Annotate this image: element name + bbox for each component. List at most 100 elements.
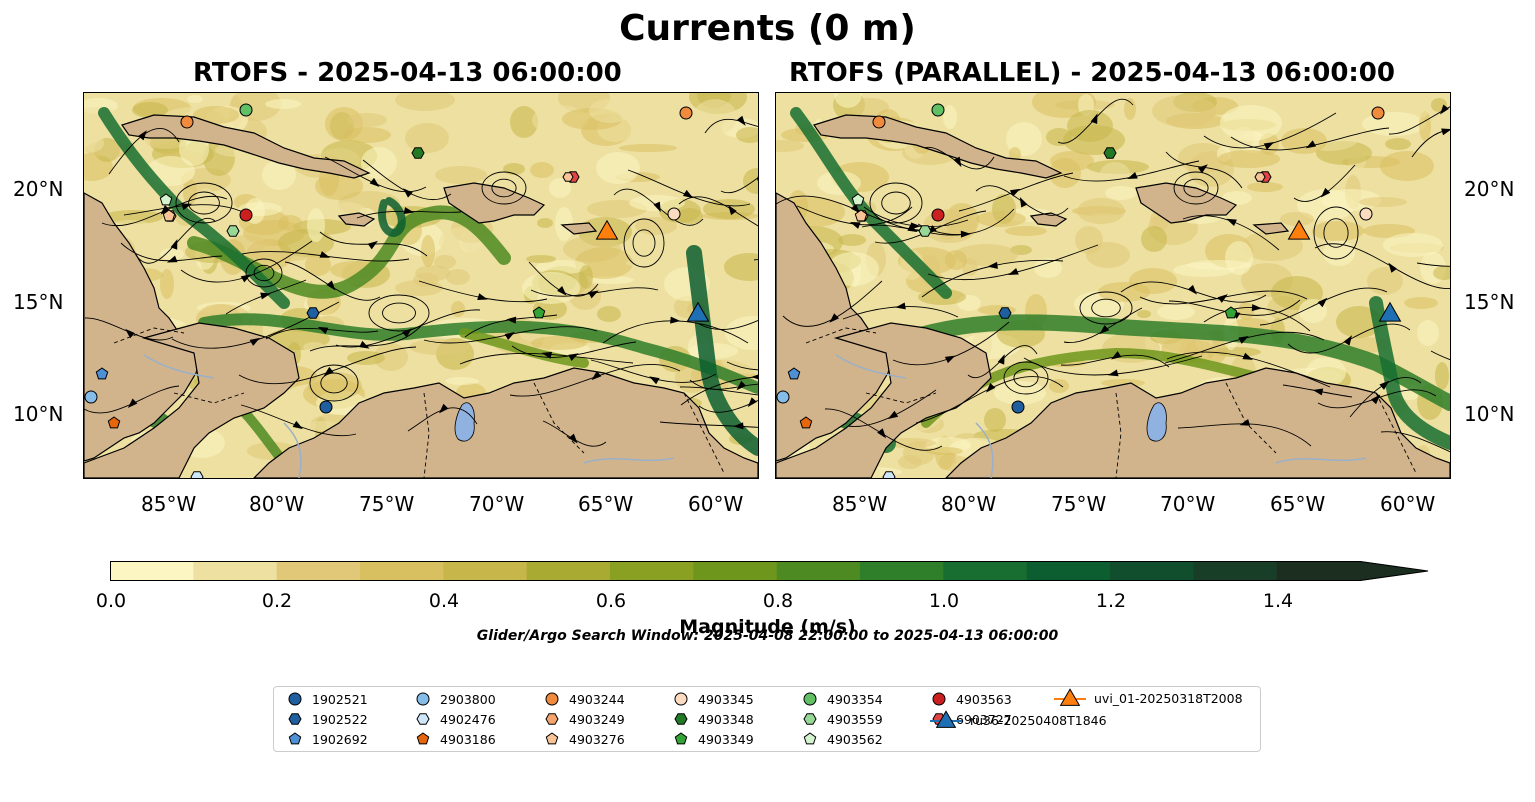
colorbar-segment	[110, 561, 194, 581]
legend-label: 4903244	[569, 691, 625, 707]
colorbar-segment	[1026, 561, 1111, 581]
lake-maracaibo	[1146, 402, 1167, 442]
land	[84, 114, 758, 478]
legend-pentagon-icon	[674, 732, 688, 745]
colorbar-segment	[526, 561, 611, 581]
legend-circle-icon	[545, 692, 559, 706]
legend-label: 4903276	[569, 731, 625, 747]
rivers	[143, 354, 675, 478]
rivers	[835, 354, 1367, 478]
colorbar-segment	[1193, 561, 1278, 581]
marker-uvi_01-20250318T2008	[1287, 219, 1311, 240]
marker-4903354	[239, 103, 253, 117]
legend-item-4903559: 4903559	[799, 711, 883, 727]
colorbar-tick-6: 1.2	[1095, 590, 1127, 612]
colorbar-tick-5: 1.0	[928, 590, 960, 612]
marker-4903349	[532, 306, 546, 319]
colorbar-segment	[443, 561, 528, 581]
marker-4903345	[1359, 207, 1373, 221]
legend-pentagon-icon	[803, 732, 817, 745]
marker-4903559	[226, 225, 240, 237]
circle-icon	[545, 692, 559, 706]
marker-uvi_01-20250318T2008	[595, 219, 619, 240]
observation-markers	[84, 103, 710, 478]
left-lon-tick-70w: 70°W	[469, 492, 525, 516]
marker-4903244	[872, 115, 886, 129]
legend-item-4903186: 4903186	[412, 731, 496, 747]
legend-label: 4903559	[827, 711, 883, 727]
legend-label: 2903800	[440, 691, 496, 707]
strong-current-band	[686, 245, 758, 456]
legend-item-4903345: 4903345	[670, 691, 754, 707]
hexagon-icon	[674, 713, 688, 725]
left-lon-tick-65w: 65°W	[578, 492, 634, 516]
strong-current-band	[378, 197, 406, 238]
right-panel-title: RTOFS (PARALLEL) - 2025-04-13 06:00:00	[789, 58, 1395, 88]
pentagon-icon	[803, 732, 817, 745]
left-map-svg	[84, 93, 758, 478]
colorbar	[110, 561, 1429, 581]
legend-item-1902692: 1902692	[284, 731, 368, 747]
pentagon-icon	[674, 732, 688, 745]
colorbar-segment	[360, 561, 444, 581]
left-lon-tick-85w: 85°W	[141, 492, 197, 516]
hexagon-icon	[803, 713, 817, 725]
legend-item-4903244: 4903244	[541, 691, 625, 707]
left-lon-tick-75w: 75°W	[359, 492, 415, 516]
circle-icon	[932, 692, 946, 706]
right-map-panel	[775, 92, 1451, 479]
colorbar-segment	[193, 561, 278, 581]
legend-triangle-icon	[1059, 688, 1081, 706]
marker-4903244	[180, 115, 194, 129]
strong-current-band	[187, 205, 511, 299]
legend-circle-icon	[288, 692, 302, 706]
legend-label: 1902522	[312, 711, 368, 727]
marker-2903800	[84, 390, 98, 404]
marker-4903276	[854, 209, 868, 222]
right-lon-tick-80w: 80°W	[941, 492, 997, 516]
legend-item-4903354: 4903354	[799, 691, 883, 707]
legend-hexagon-icon	[803, 713, 817, 725]
marker-4903345	[667, 207, 681, 221]
triangle-icon	[930, 710, 962, 728]
marker-4903244-b	[1371, 106, 1385, 120]
legend-circle-icon	[416, 692, 430, 706]
right-lon-tick-85w: 85°W	[832, 492, 888, 516]
marker-4903562	[851, 193, 865, 206]
legend-label: 4903562	[827, 731, 883, 747]
marker-4903186	[107, 416, 121, 429]
pentagon-icon	[545, 732, 559, 745]
left-lat-tick-15n: 15°N	[13, 290, 64, 314]
left-lon-tick-80w: 80°W	[249, 492, 305, 516]
legend-label: 6903727	[956, 711, 1012, 727]
legend-label: 4903354	[827, 691, 883, 707]
marker-4903562	[159, 193, 173, 206]
legend: 1902521 1902522 1902692 2903800 4902476 49031…	[273, 686, 1261, 752]
legend-hexagon-icon	[545, 713, 559, 725]
marker-1902692	[787, 367, 801, 380]
triangle-icon	[1054, 688, 1086, 706]
colorbar-segment	[610, 561, 694, 581]
legend-item-4903349: 4903349	[670, 731, 754, 747]
legend-label: 4903563	[956, 691, 1012, 707]
right-lon-tick-70w: 70°W	[1160, 492, 1216, 516]
legend-label: 4903186	[440, 731, 496, 747]
marker-4903348	[1103, 147, 1117, 159]
legend-item-uvi_01-20250318T2008: uvi_01-20250318T2008	[1052, 685, 1243, 711]
legend-label: 4903349	[698, 731, 754, 747]
legend-item-4903348: 4903348	[670, 711, 754, 727]
hexagon-icon	[288, 713, 302, 725]
marker-ru36-20250408T1846	[1378, 301, 1402, 322]
legend-pentagon-icon	[545, 732, 559, 745]
marker-1902692	[95, 367, 109, 380]
right-lon-tick-60w: 60°W	[1380, 492, 1436, 516]
marker-4903559	[918, 225, 932, 237]
lake-maracaibo	[454, 402, 475, 442]
colorbar-segment	[1110, 561, 1194, 581]
legend-label: 4902476	[440, 711, 496, 727]
search-window-text: Glider/Argo Search Window: 2025-04-08 22…	[476, 628, 1059, 644]
legend-pentagon-icon	[416, 732, 430, 745]
observation-markers	[776, 103, 1402, 478]
hexagon-icon	[545, 713, 559, 725]
legend-item-2903800: 2903800	[412, 691, 496, 707]
